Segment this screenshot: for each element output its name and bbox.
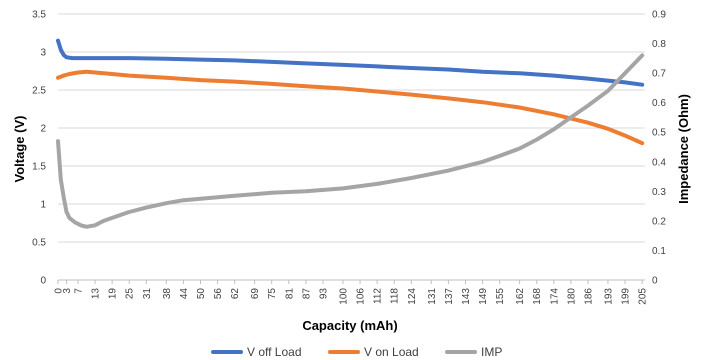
x-tick-label: 180 xyxy=(566,288,577,305)
legend-label: V off Load xyxy=(247,345,302,359)
x-tick-label: 3 xyxy=(62,288,73,294)
x-tick-label: 155 xyxy=(495,288,506,305)
y-right-tick-label: 0.8 xyxy=(652,39,666,50)
y-right-tick-label: 0.9 xyxy=(652,10,666,21)
legend-label: V on Load xyxy=(364,345,419,359)
legend-item-v-on-load: V on Load xyxy=(328,345,419,359)
x-tick-label: 112 xyxy=(373,288,384,304)
x-tick-label: 62 xyxy=(230,288,241,300)
y-right-tick-label: 0.5 xyxy=(652,128,666,139)
x-axis-title: Capacity (mAh) xyxy=(302,318,397,333)
y-left-tick-label: 1.5 xyxy=(32,162,46,173)
x-tick-label: 7 xyxy=(73,288,84,294)
y-right-tick-label: 0 xyxy=(652,276,658,287)
x-tick-label: 75 xyxy=(267,288,278,300)
x-tick-label: 149 xyxy=(478,288,489,305)
axes xyxy=(57,279,645,284)
x-tick-label: 124 xyxy=(407,288,418,305)
legend-item-v-off-load: V off Load xyxy=(211,345,302,359)
series-line-v-on-load xyxy=(56,69,645,146)
y-right-tick-label: 0.4 xyxy=(652,157,666,168)
x-tick-label: 69 xyxy=(250,288,261,300)
y-left-tick-label: 2.5 xyxy=(32,86,46,97)
series-line-v-off-load xyxy=(56,38,645,87)
x-tick-label: 174 xyxy=(549,288,560,305)
y-right-tick-label: 0.1 xyxy=(652,246,666,257)
x-tick-label: 106 xyxy=(356,288,367,305)
x-tick-label: 50 xyxy=(196,288,207,300)
x-tick-label: 56 xyxy=(213,288,224,300)
x-tick-label: 162 xyxy=(515,288,526,305)
y-right-tick-label: 0.3 xyxy=(652,187,666,198)
legend-item-imp: IMP xyxy=(445,345,502,359)
legend: V off Load V on Load IMP xyxy=(211,345,502,359)
x-tick-label: 186 xyxy=(584,288,595,305)
y-left-tick-label: 3 xyxy=(40,48,46,59)
y-left-tick-label: 0.5 xyxy=(32,238,46,249)
y-left-tick-label: 3.5 xyxy=(32,10,46,21)
x-tick-label: 193 xyxy=(603,288,614,305)
x-tick-label: 25 xyxy=(125,288,136,300)
x-tick-label: 44 xyxy=(179,288,190,300)
y-right-tick-label: 0.7 xyxy=(652,69,666,80)
x-tick-label: 100 xyxy=(338,288,349,305)
x-tick-label: 199 xyxy=(621,288,632,305)
y-axis-right-title: Impedance (Ohm) xyxy=(676,94,691,204)
x-tick-label: 81 xyxy=(284,288,295,300)
y-right-tick-label: 0.6 xyxy=(652,98,666,109)
y-axis-left-title: Voltage (V) xyxy=(12,116,27,183)
x-tick-label: 87 xyxy=(301,288,312,300)
x-tick-label: 13 xyxy=(91,288,102,300)
y-left-tick-label: 0 xyxy=(40,276,46,287)
x-tick-label: 0 xyxy=(54,288,65,294)
x-tick-label: 118 xyxy=(390,288,401,304)
x-tick-label: 131 xyxy=(427,288,438,305)
x-tick-label: 168 xyxy=(532,288,543,305)
x-tick-label: 137 xyxy=(444,288,455,305)
x-tick-label: 205 xyxy=(638,288,649,305)
x-tick-label: 19 xyxy=(108,288,119,300)
x-tick-label: 93 xyxy=(319,288,330,300)
series-line-imp xyxy=(56,53,645,229)
tick-labels: 0 0.5 1 1.5 2 2.5 3 3.5 0 0.1 0.2 0.3 0.4 0.5 0.6 0.7 0.… xyxy=(32,10,666,305)
y-right-tick-label: 0.2 xyxy=(652,216,666,227)
x-tick-label: 143 xyxy=(461,288,472,305)
y-left-tick-label: 2 xyxy=(40,124,46,135)
series-lines xyxy=(56,38,645,229)
x-tick-label: 38 xyxy=(162,288,173,300)
legend-label: IMP xyxy=(481,345,502,359)
x-tick-label: 31 xyxy=(142,288,153,300)
y-left-tick-label: 1 xyxy=(40,200,46,211)
